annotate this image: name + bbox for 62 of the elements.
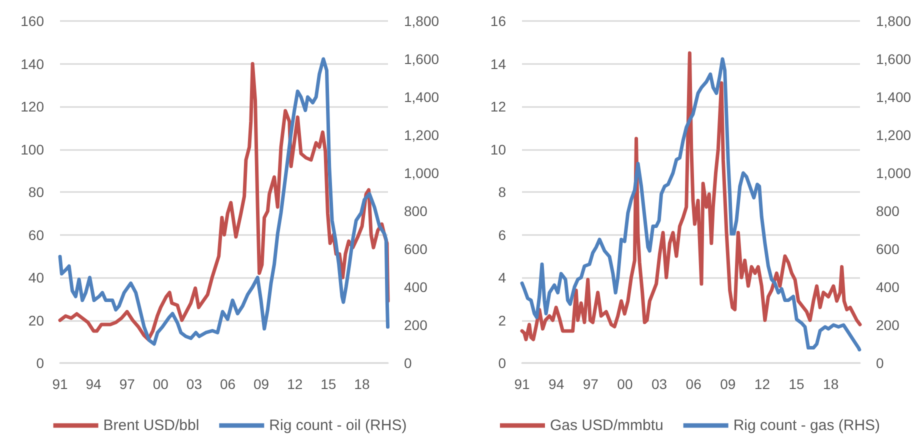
x-tick-label: 18 (823, 376, 839, 392)
y-tick-label: 0 (498, 355, 506, 371)
x-tick-label: 18 (354, 376, 370, 392)
y2-tick-label: 1,000 (876, 165, 912, 181)
x-tick-label: 09 (254, 376, 270, 392)
y2-tick-label: 1,400 (404, 89, 440, 105)
x-tick-label: 15 (320, 376, 336, 392)
x-tick-label: 03 (651, 376, 668, 392)
y-tick-label: 140 (20, 56, 44, 72)
x-tick-label: 91 (52, 376, 68, 392)
y2-tick-label: 400 (876, 279, 900, 295)
x-tick-label: 97 (582, 376, 599, 392)
x-tick-label: 00 (152, 376, 169, 392)
y-tick-label: 4 (498, 270, 506, 286)
y2-tick-label: 1,800 (876, 13, 912, 29)
x-tick-label: 06 (220, 376, 236, 392)
y-tick-label: 10 (490, 141, 506, 158)
y-tick-label: 60 (28, 226, 44, 243)
x-tick-label: 09 (720, 376, 736, 392)
legend-label: Brent USD/bbl (103, 417, 200, 434)
x-tick-label: 94 (86, 376, 102, 392)
y-tick-label: 120 (20, 98, 44, 114)
y-tick-label: 80 (28, 184, 44, 200)
y-tick-label: 14 (490, 56, 506, 72)
y-tick-label: 8 (498, 184, 506, 200)
y2-tick-label: 800 (404, 203, 428, 219)
x-tick-label: 97 (119, 376, 136, 392)
y2-tick-label: 600 (876, 241, 900, 257)
y2-tick-label: 1,600 (404, 51, 440, 67)
x-tick-label: 12 (287, 376, 303, 392)
y2-tick-label: 1,000 (404, 165, 440, 181)
y2-tick-label: 1,200 (876, 127, 912, 143)
y2-tick-label: 0 (404, 355, 412, 371)
y-tick-label: 20 (28, 312, 44, 328)
y-tick-label: 40 (28, 270, 44, 286)
y-tick-label: 6 (498, 226, 506, 243)
x-tick-label: 91 (514, 376, 530, 392)
legend-label: Gas USD/mmbtu (550, 417, 664, 434)
x-tick-label: 06 (686, 376, 702, 392)
y2-tick-label: 1,200 (404, 127, 440, 143)
x-tick-label: 12 (754, 376, 770, 392)
y2-tick-label: 400 (404, 279, 428, 295)
y-tick-label: 100 (20, 141, 44, 158)
y-tick-label: 160 (20, 13, 44, 29)
legend-label: Rig count - gas (RHS) (733, 417, 880, 434)
y2-tick-label: 600 (404, 241, 428, 257)
x-tick-label: 15 (788, 376, 805, 392)
legend-label: Rig count - oil (RHS) (269, 417, 407, 434)
y2-tick-label: 1,600 (876, 51, 912, 67)
y2-tick-label: 200 (404, 317, 428, 333)
y-tick-label: 16 (490, 13, 506, 29)
y2-tick-label: 800 (876, 203, 900, 219)
y-tick-label: 2 (498, 312, 506, 328)
y2-tick-label: 200 (876, 317, 900, 333)
y-tick-label: 12 (490, 98, 506, 114)
y2-tick-label: 1,800 (404, 13, 440, 29)
x-tick-label: 94 (548, 376, 564, 392)
x-tick-label: 03 (186, 376, 202, 392)
y2-tick-label: 1,400 (876, 89, 912, 105)
y2-tick-label: 0 (876, 355, 884, 371)
y-tick-label: 0 (36, 355, 44, 371)
x-tick-label: 00 (617, 376, 633, 392)
